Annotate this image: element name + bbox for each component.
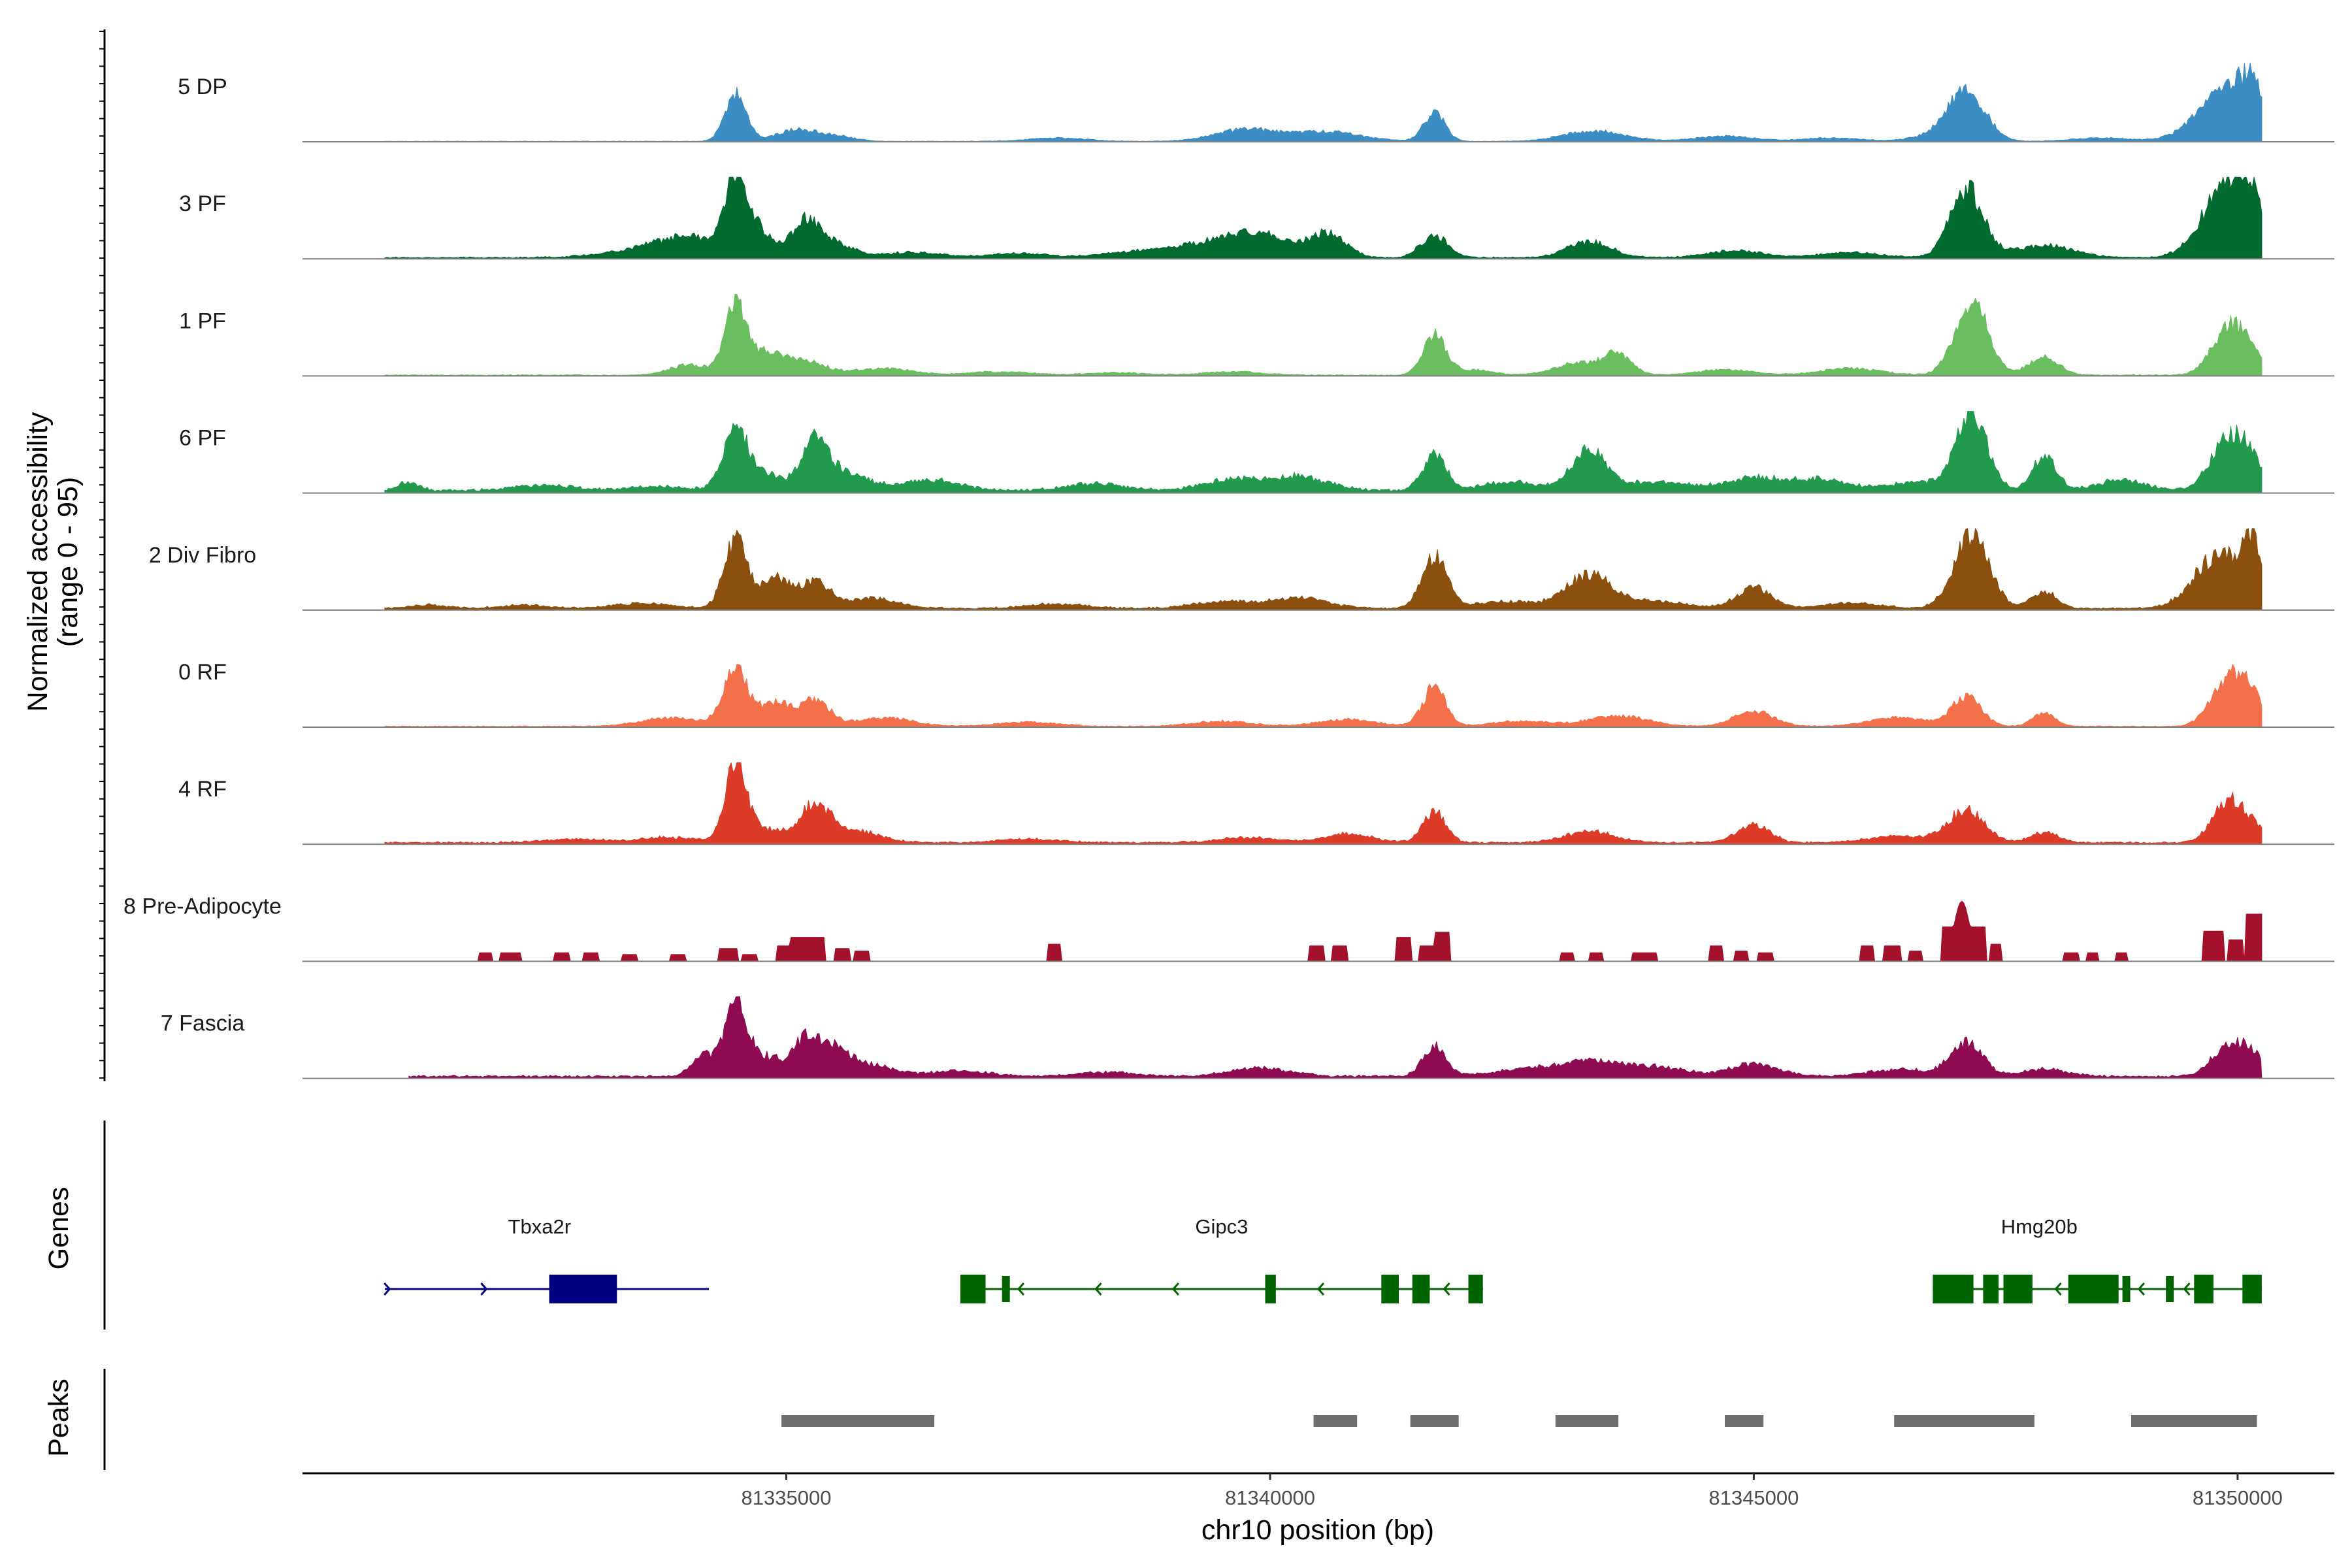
strand-arrow: [1443, 1282, 1450, 1296]
track-label: 0 RF: [178, 660, 227, 685]
y-axis-subtitle: (range 0 - 95): [52, 477, 84, 647]
track-label: 1 PF: [179, 308, 226, 333]
exon: [1983, 1275, 1999, 1303]
coverage-area: [384, 528, 2262, 611]
peak-region: [1894, 1415, 2034, 1427]
track-4-rf: 4 RF: [178, 762, 2334, 845]
small-exon: [2122, 1276, 2131, 1302]
coverage-area: [384, 293, 2262, 376]
gene-label: Gipc3: [1195, 1215, 1248, 1238]
gene-annotations: Tbxa2r Gipc3 Hmg20b: [384, 1215, 2262, 1303]
gene-hmg20b: Hmg20b: [1933, 1215, 2262, 1303]
gene-label: Tbxa2r: [508, 1215, 571, 1238]
small-exon: [2166, 1276, 2174, 1302]
genes-panel-title: Genes: [43, 1187, 74, 1270]
peak-region: [1555, 1415, 1619, 1427]
exon: [1265, 1275, 1276, 1303]
track-label: 7 Fascia: [161, 1011, 245, 1036]
peak-region: [1410, 1415, 1459, 1427]
strand-arrow: [2183, 1282, 2191, 1296]
coverage-y-ticks: [99, 31, 105, 1079]
track-label: 4 RF: [178, 777, 227, 802]
x-tick-label: 81335000: [742, 1486, 832, 1509]
track-2-div-fibro: 2 Div Fibro: [149, 528, 2334, 611]
peak-region: [2131, 1415, 2257, 1427]
track-label: 5 DP: [178, 74, 227, 99]
exon: [549, 1275, 617, 1303]
coverage-area: [384, 176, 2262, 259]
strand-arrow: [2054, 1282, 2062, 1296]
strand-arrow: [1171, 1282, 1180, 1296]
exon: [1412, 1275, 1430, 1303]
peak-region: [781, 1415, 935, 1427]
x-tick-label: 81340000: [1225, 1486, 1315, 1509]
strand-arrow: [480, 1282, 488, 1296]
strand-arrow: [2137, 1282, 2145, 1296]
y-axis-title: Normalized accessibility: [22, 412, 54, 711]
peak-region: [1725, 1415, 1764, 1427]
coverage-area: [408, 996, 2262, 1079]
peak-regions: [781, 1415, 2257, 1427]
coverage-area: [384, 762, 2262, 845]
track-5-dp: 5 DP: [178, 62, 2334, 142]
small-exon: [1002, 1276, 1010, 1302]
coverage-tracks: 5 DP 3 PF 1 PF 6 PF 2 Div Fibro 0 RF 4 RF 8 Pre…: [123, 62, 2334, 1079]
track-3-pf: 3 PF: [179, 176, 2334, 260]
track-1-pf: 1 PF: [179, 293, 2334, 377]
track-8-pre-adipocyte: 8 Pre-Adipocyte: [123, 894, 2334, 962]
track-label: 8 Pre-Adipocyte: [123, 894, 282, 919]
exon: [960, 1275, 986, 1303]
peak-region: [1313, 1415, 1358, 1427]
peaks-panel-title: Peaks: [43, 1379, 74, 1457]
x-tick-label: 81345000: [1708, 1486, 1799, 1509]
track-label: 6 PF: [179, 426, 226, 451]
exon: [2242, 1275, 2262, 1303]
exon: [1933, 1275, 1974, 1303]
x-axis-ticks: 81335000 81340000 81345000 81350000: [742, 1473, 2283, 1509]
x-tick-label: 81350000: [2193, 1486, 2283, 1509]
track-label: 3 PF: [179, 191, 226, 216]
coverage-area: [384, 664, 2262, 728]
exon: [2194, 1275, 2213, 1303]
x-axis-title: chr10 position (bp): [1201, 1514, 1434, 1546]
track-6-pf: 6 PF: [179, 411, 2334, 494]
exon: [1381, 1275, 1399, 1303]
gene-label: Hmg20b: [2001, 1215, 2078, 1238]
strand-arrow: [1316, 1282, 1325, 1296]
exon: [1468, 1275, 1483, 1303]
gene-gipc3: Gipc3: [960, 1215, 1483, 1303]
exon: [2003, 1275, 2033, 1303]
gene-tbxa2r: Tbxa2r: [384, 1215, 709, 1303]
exon: [2068, 1275, 2119, 1303]
strand-arrow: [384, 1282, 391, 1296]
track-label: 2 Div Fibro: [149, 543, 256, 568]
track-0-rf: 0 RF: [178, 660, 2334, 728]
track-7-fascia: 7 Fascia: [161, 996, 2334, 1079]
strand-arrow: [1017, 1282, 1025, 1296]
strand-arrow: [1094, 1282, 1102, 1296]
coverage-area: [384, 411, 2262, 494]
